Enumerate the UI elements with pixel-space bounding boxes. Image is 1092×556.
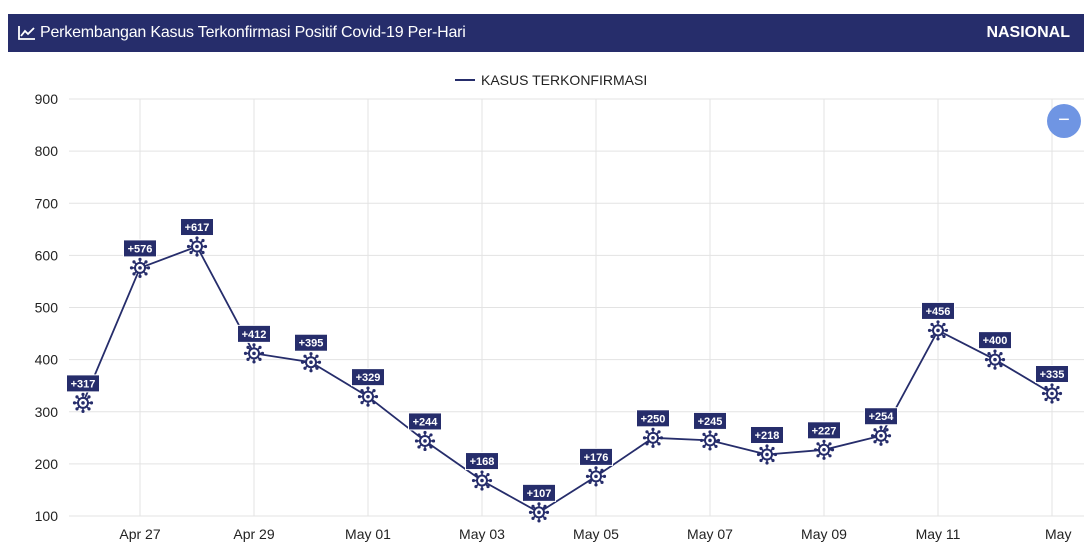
virus-icon: [414, 430, 436, 452]
x-tick-label: May: [1045, 526, 1071, 542]
virus-icon: [528, 502, 550, 523]
x-tick-label: May 07: [687, 526, 733, 542]
virus-icon: [813, 439, 835, 460]
data-label: +412: [237, 324, 271, 343]
data-label-text: +227: [812, 425, 837, 437]
virus-icon: [243, 343, 265, 364]
data-label-text: +335: [1040, 369, 1065, 381]
header-title-group: Perkembangan Kasus Terkonfirmasi Positif…: [18, 14, 466, 52]
x-tick-label: Apr 29: [233, 526, 274, 542]
data-label: +244: [408, 412, 442, 431]
x-tick-label: May 09: [801, 526, 847, 542]
data-label-text: +218: [755, 430, 780, 442]
virus-icon: [642, 427, 664, 448]
scope-label: NASIONAL: [986, 24, 1070, 41]
data-label-text: +317: [71, 378, 96, 390]
series-line: [82, 245, 1053, 514]
data-label-text: +456: [926, 306, 951, 318]
data-label: +168: [465, 452, 499, 471]
y-tick-label: 800: [35, 143, 59, 159]
data-label: +218: [750, 425, 784, 444]
data-label: +456: [921, 301, 955, 320]
data-label-text: +395: [299, 338, 324, 350]
data-label-text: +107: [527, 488, 552, 500]
x-tick-label: Apr 27: [119, 526, 160, 542]
virus-icon: [1041, 383, 1063, 404]
y-tick-label: 500: [35, 300, 59, 316]
y-axis: 100 200 300 400 500 600 700 800 900: [35, 91, 59, 524]
line-chart-icon: [18, 26, 35, 40]
virus-icon: [756, 444, 778, 465]
data-label: +576: [123, 239, 157, 258]
virus-icon: [699, 430, 721, 451]
data-label: +250: [636, 409, 670, 428]
collapse-button[interactable]: −: [1047, 104, 1081, 138]
y-tick-label: 700: [35, 195, 59, 211]
data-label-text: +617: [185, 222, 210, 234]
virus-icon: [357, 386, 379, 407]
data-label: +335: [1035, 365, 1069, 384]
data-label-text: +412: [242, 329, 267, 341]
data-label-text: +168: [470, 456, 495, 468]
markers-layer: [72, 236, 1063, 523]
data-label-text: +176: [584, 452, 609, 464]
y-tick-label: 900: [35, 91, 59, 107]
data-labels-layer: +317 +576 +617 +412 +395 +329 +244 +168 +107 +176…: [66, 218, 1069, 502]
x-tick-label: May 11: [916, 526, 961, 542]
x-tick-label: May 05: [573, 526, 619, 542]
data-label: +254: [864, 407, 898, 426]
y-tick-label: 200: [35, 456, 59, 472]
data-label-text: +400: [983, 335, 1008, 347]
y-tick-label: 100: [35, 508, 59, 524]
data-label-text: +250: [641, 413, 666, 425]
virus-icon: [927, 320, 949, 341]
data-label-text: +244: [413, 416, 439, 428]
x-tick-label: May 01: [345, 526, 391, 542]
data-label: +227: [807, 421, 841, 440]
data-label-text: +254: [869, 411, 895, 423]
chart-header: Perkembangan Kasus Terkonfirmasi Positif…: [8, 14, 1084, 52]
x-tick-label: May 03: [459, 526, 505, 542]
data-label-text: +245: [698, 416, 723, 428]
data-label: +329: [351, 368, 385, 387]
y-tick-label: 400: [35, 352, 59, 368]
y-tick-label: 600: [35, 247, 59, 263]
virus-icon: [585, 466, 607, 487]
virus-icon: [471, 470, 493, 491]
x-axis: Apr 27 Apr 29 May 01 May 03 May 05 May 07 May …: [119, 526, 1071, 542]
data-label: +617: [180, 218, 214, 237]
data-label: +400: [978, 331, 1012, 350]
data-label: +245: [693, 411, 727, 430]
data-label-text: +576: [128, 243, 153, 255]
data-label: +176: [579, 447, 613, 466]
virus-icon: [129, 257, 151, 278]
virus-icon: [984, 349, 1006, 370]
grid: [69, 98, 1084, 517]
legend-label: KASUS TERKONFIRMASI: [481, 72, 647, 88]
data-label: +107: [522, 483, 556, 502]
data-label-text: +329: [356, 372, 381, 384]
virus-icon: [870, 425, 892, 446]
virus-icon: [72, 392, 94, 413]
chart-title: Perkembangan Kasus Terkonfirmasi Positif…: [40, 24, 466, 41]
series-layer: [82, 245, 1053, 514]
y-tick-label: 300: [35, 404, 59, 420]
legend: KASUS TERKONFIRMASI: [455, 72, 647, 88]
virus-icon: [186, 236, 208, 257]
data-label: +317: [66, 374, 100, 393]
virus-icon: [300, 352, 322, 373]
data-label: +395: [294, 333, 328, 352]
